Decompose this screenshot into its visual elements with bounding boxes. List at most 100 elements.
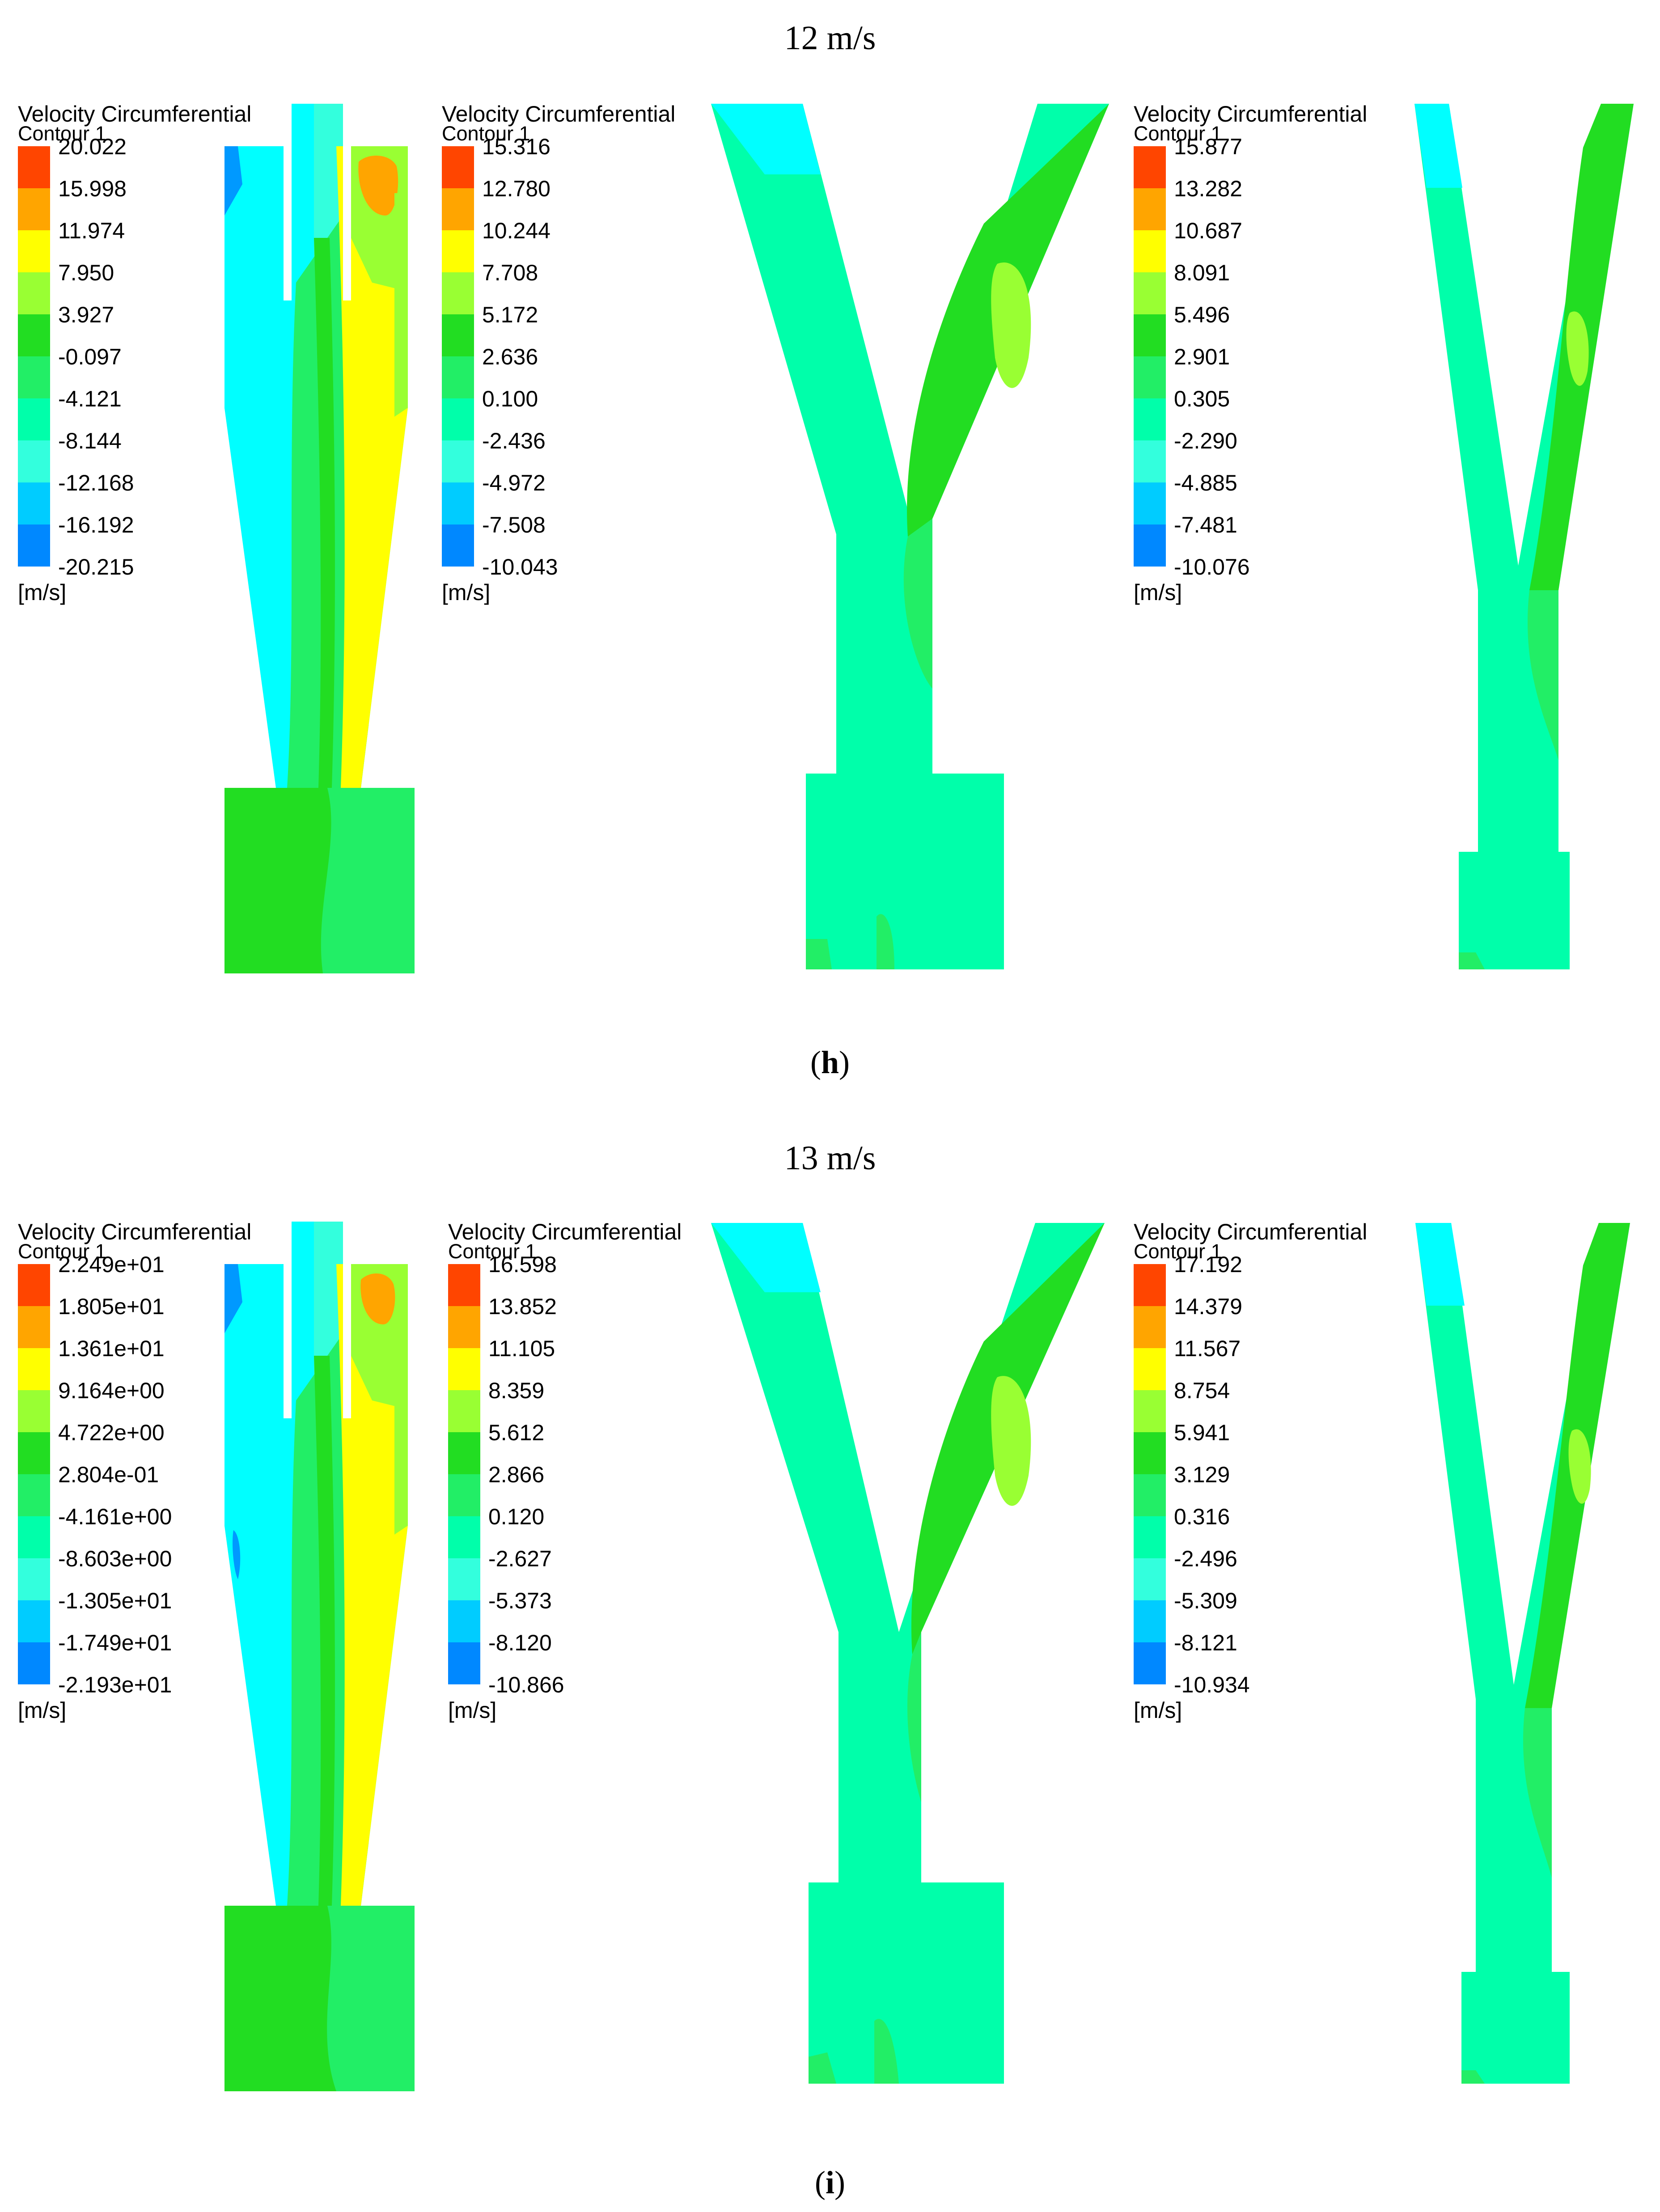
legend-tick-label: 15.877 <box>1174 134 1242 159</box>
legend-band <box>1134 1642 1166 1684</box>
speed-title: 12 m/s <box>784 19 876 57</box>
legend-unit: [m/s] <box>18 580 66 605</box>
legend-band <box>1134 272 1166 314</box>
legend-band <box>448 1558 480 1600</box>
legend-unit: [m/s] <box>442 580 490 605</box>
panel-h: 12 m/s Velocity Circumferential Contour … <box>18 19 1634 1080</box>
legend-tick-label: -8.144 <box>58 428 122 453</box>
legend-subtitle: Contour 1 <box>1134 122 1222 145</box>
legend-band <box>448 1306 480 1348</box>
legend-title: Velocity Circumferential <box>1134 1219 1367 1244</box>
legend-tick-label: 5.941 <box>1174 1420 1230 1445</box>
color-legend: Velocity Circumferential Contour 1 17.19… <box>1134 1219 1367 1723</box>
legend-tick-label: 2.804e-01 <box>58 1462 159 1487</box>
legend-tick-label: 12.780 <box>482 176 551 201</box>
legend-band <box>18 1264 50 1306</box>
legend-title: Velocity Circumferential <box>442 102 675 127</box>
legend-band <box>1134 1348 1166 1390</box>
legend-band <box>18 356 50 398</box>
legend-tick-label: 8.754 <box>1174 1378 1230 1403</box>
legend-band <box>448 1642 480 1684</box>
legend-tick-label: 7.708 <box>482 260 538 285</box>
legend-band <box>18 1348 50 1390</box>
legend-tick-label: -8.121 <box>1174 1630 1237 1655</box>
legend-band <box>448 1348 480 1390</box>
legend-band <box>18 1642 50 1684</box>
legend-band <box>18 1600 50 1642</box>
legend-band <box>442 314 474 356</box>
legend-tick-label: 11.105 <box>488 1336 555 1361</box>
wide-y-contour <box>711 1223 1105 2084</box>
legend-tick-label: -2.496 <box>1174 1546 1237 1571</box>
legend-tick-label: 2.901 <box>1174 344 1230 369</box>
legend-band <box>1134 1516 1166 1558</box>
legend-tick-label: 5.612 <box>488 1420 544 1445</box>
legend-band <box>1134 1390 1166 1432</box>
legend-tick-label: 16.598 <box>488 1252 557 1277</box>
legend-tick-label: -5.309 <box>1174 1588 1237 1613</box>
legend-tick-label: 17.192 <box>1174 1252 1242 1277</box>
legend-unit: [m/s] <box>1134 580 1182 605</box>
legend-tick-label: 5.172 <box>482 302 538 327</box>
legend-band <box>1134 188 1166 230</box>
legend-tick-label: -10.043 <box>482 554 558 579</box>
legend-band <box>442 356 474 398</box>
legend-tick-label: -8.603e+00 <box>58 1546 172 1571</box>
legend-band <box>442 230 474 272</box>
legend-band <box>442 440 474 482</box>
legend-band <box>1134 1306 1166 1348</box>
legend-title: Velocity Circumferential <box>18 1219 251 1244</box>
legend-tick-label: 20.022 <box>58 134 127 159</box>
legend-subtitle: Contour 1 <box>18 122 106 145</box>
legend-band <box>18 398 50 440</box>
color-legend: Velocity Circumferential Contour 1 15.31… <box>442 102 675 605</box>
legend-tick-label: -10.934 <box>1174 1672 1250 1697</box>
caption-letter: h <box>821 1045 839 1080</box>
cyclone-contour <box>224 1222 415 2091</box>
legend-band <box>18 524 50 567</box>
legend-tick-label: 2.866 <box>488 1462 544 1487</box>
legend-band <box>18 230 50 272</box>
legend-band <box>1134 1474 1166 1516</box>
legend-band <box>448 1264 480 1306</box>
color-legend: Velocity Circumferential Contour 1 20.02… <box>18 102 251 605</box>
legend-tick-label: -4.161e+00 <box>58 1504 172 1529</box>
legend-band <box>18 188 50 230</box>
color-legend: Velocity Circumferential Contour 1 2.249… <box>18 1219 251 1723</box>
legend-tick-label: -8.120 <box>488 1630 552 1655</box>
legend-band <box>442 398 474 440</box>
legend-tick-label: 13.852 <box>488 1294 557 1319</box>
legend-subtitle: Contour 1 <box>1134 1240 1222 1263</box>
legend-unit: [m/s] <box>1134 1698 1182 1723</box>
legend-tick-label: -7.508 <box>482 512 546 537</box>
legend-subtitle: Contour 1 <box>442 122 530 145</box>
legend-tick-label: -12.168 <box>58 470 134 495</box>
legend-tick-label: 1.361e+01 <box>58 1336 165 1361</box>
legend-tick-label: -2.290 <box>1174 428 1237 453</box>
legend-tick-label: 15.998 <box>58 176 127 201</box>
legend-band <box>1134 314 1166 356</box>
legend-tick-label: 0.120 <box>488 1504 544 1529</box>
legend-tick-label: -20.215 <box>58 554 134 579</box>
legend-tick-label: 8.359 <box>488 1378 544 1403</box>
legend-tick-label: -2.436 <box>482 428 546 453</box>
legend-tick-label: -1.305e+01 <box>58 1588 172 1613</box>
legend-band <box>448 1432 480 1474</box>
legend-band <box>448 1474 480 1516</box>
legend-tick-label: 10.687 <box>1174 218 1242 243</box>
legend-tick-label: -7.481 <box>1174 512 1237 537</box>
color-legend: Velocity Circumferential Contour 1 15.87… <box>1134 102 1367 605</box>
legend-band <box>1134 524 1166 567</box>
legend-tick-label: 0.100 <box>482 386 538 411</box>
legend-title: Velocity Circumferential <box>448 1219 682 1244</box>
legend-tick-label: 14.379 <box>1174 1294 1242 1319</box>
legend-unit: [m/s] <box>18 1698 66 1723</box>
legend-band <box>1134 1600 1166 1642</box>
legend-tick-label: -10.866 <box>488 1672 564 1697</box>
legend-tick-label: 2.636 <box>482 344 538 369</box>
legend-band <box>442 188 474 230</box>
panel-caption: (h) <box>810 1045 850 1080</box>
legend-tick-label: 0.305 <box>1174 386 1230 411</box>
legend-band <box>18 482 50 524</box>
legend-tick-label: 5.496 <box>1174 302 1230 327</box>
